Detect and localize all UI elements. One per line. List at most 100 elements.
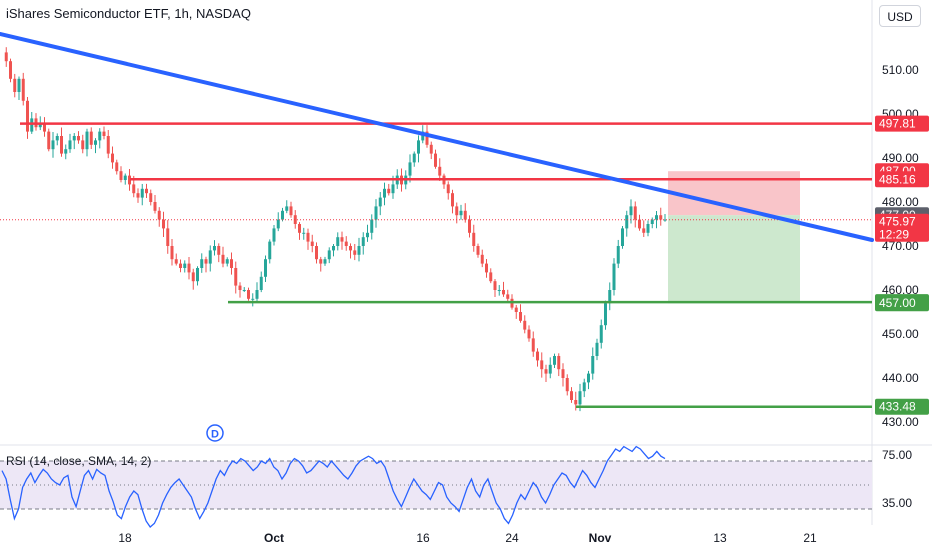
candle-up bbox=[357, 246, 361, 255]
candle-down bbox=[561, 369, 565, 378]
candle-up bbox=[38, 122, 42, 128]
candle-up bbox=[51, 140, 55, 150]
candle-up bbox=[391, 184, 395, 194]
candle-down bbox=[472, 232, 476, 246]
candle-up bbox=[281, 210, 284, 220]
candle-down bbox=[136, 193, 140, 198]
level-badge-485-16: 485.16 bbox=[879, 172, 916, 186]
candle-up bbox=[64, 149, 68, 154]
rsi-pane bbox=[0, 445, 872, 528]
rsi-tick-label: 35.00 bbox=[882, 496, 912, 510]
candle-down bbox=[119, 171, 123, 180]
candle-up bbox=[629, 206, 633, 216]
candle-up bbox=[72, 136, 76, 141]
candle-up bbox=[582, 382, 586, 392]
level-badge-433-48: 433.48 bbox=[879, 400, 916, 414]
take-profit-zone bbox=[668, 215, 800, 304]
candle-down bbox=[293, 215, 297, 224]
price-tick-label: 480.00 bbox=[882, 195, 919, 209]
candle-up bbox=[553, 356, 556, 365]
grid bbox=[0, 0, 932, 525]
time-tick-label: 21 bbox=[803, 531, 817, 545]
candle-down bbox=[463, 210, 467, 220]
candle-down bbox=[77, 136, 80, 141]
candle-down bbox=[387, 188, 391, 194]
candle-down bbox=[340, 237, 344, 242]
dividend-marker[interactable]: D bbox=[206, 424, 224, 442]
descending-trendline bbox=[0, 32, 874, 242]
candle-up bbox=[336, 237, 340, 246]
price-tick-label: 470.00 bbox=[882, 239, 919, 253]
candle-down bbox=[13, 78, 17, 92]
candle-down bbox=[106, 136, 110, 154]
candle-up bbox=[621, 228, 624, 246]
candle-down bbox=[633, 206, 637, 220]
price-axis[interactable]: 430.00 440.00 450.00 460.00 470.00 480.00 490.… bbox=[882, 63, 919, 510]
candle-down bbox=[9, 61, 12, 79]
candle-up bbox=[383, 188, 386, 198]
rsi-indicator-label[interactable]: RSI (14, close, SMA, 14, 2) bbox=[6, 454, 152, 468]
candle-up bbox=[302, 232, 306, 234]
candle-up bbox=[612, 263, 616, 290]
currency-button[interactable]: USD bbox=[879, 5, 921, 27]
candle-down bbox=[315, 246, 318, 260]
candle-down bbox=[353, 250, 357, 255]
candle-up bbox=[548, 364, 552, 374]
candle-up bbox=[94, 140, 97, 145]
candle-up bbox=[208, 250, 212, 264]
candle-up bbox=[225, 259, 229, 264]
candle-up bbox=[17, 78, 21, 92]
time-axis[interactable]: 18 Oct 16 24 Nov 13 21 bbox=[118, 531, 817, 545]
price-tick-label: 460.00 bbox=[882, 283, 919, 297]
candle-down bbox=[115, 162, 119, 172]
candle-up bbox=[655, 215, 658, 220]
candle-up bbox=[650, 219, 654, 224]
candle-down bbox=[455, 206, 459, 216]
candle-down bbox=[157, 210, 161, 220]
price-tick-label: 510.00 bbox=[882, 63, 919, 77]
candle-down bbox=[540, 360, 544, 370]
candle-down bbox=[306, 232, 310, 242]
candle-down bbox=[187, 263, 191, 273]
candle-up bbox=[587, 373, 590, 383]
candle-up bbox=[196, 268, 199, 282]
candle-up bbox=[251, 298, 255, 300]
candle-down bbox=[230, 259, 233, 268]
candle-down bbox=[570, 391, 573, 400]
candle-down bbox=[60, 136, 63, 154]
candle-down bbox=[179, 263, 182, 268]
candle-down bbox=[145, 188, 148, 194]
level-badge-497-81: 497.81 bbox=[879, 117, 916, 131]
candle-down bbox=[451, 193, 454, 207]
position-zones[interactable] bbox=[668, 171, 800, 304]
candle-down bbox=[128, 175, 131, 185]
candle-up bbox=[599, 325, 603, 343]
dividend-marker-label: D bbox=[211, 429, 219, 441]
candle-down bbox=[21, 78, 25, 101]
candle-down bbox=[485, 263, 488, 273]
candle-down bbox=[429, 144, 433, 154]
level-badge-485-16-bg bbox=[875, 171, 929, 188]
candle-up bbox=[285, 206, 289, 211]
horizontal-levels[interactable] bbox=[0, 122, 872, 408]
candle-up bbox=[361, 237, 365, 246]
candle-down bbox=[149, 193, 153, 202]
time-tick-label: 16 bbox=[416, 531, 430, 545]
candle-up bbox=[374, 206, 378, 220]
candle-up bbox=[604, 303, 607, 326]
candle-down bbox=[238, 285, 242, 290]
candle-down bbox=[642, 228, 646, 233]
candle-down bbox=[502, 290, 505, 295]
candles bbox=[4, 47, 667, 412]
candle-up bbox=[578, 391, 582, 405]
candle-up bbox=[646, 224, 650, 233]
candle-down bbox=[574, 400, 578, 405]
candle-down bbox=[493, 281, 497, 290]
candle-down bbox=[519, 312, 522, 321]
trendline-layer[interactable] bbox=[0, 32, 874, 242]
candle-up bbox=[370, 219, 374, 233]
candle-down bbox=[43, 122, 46, 132]
candle-down bbox=[153, 202, 157, 211]
candle-down bbox=[344, 241, 348, 246]
